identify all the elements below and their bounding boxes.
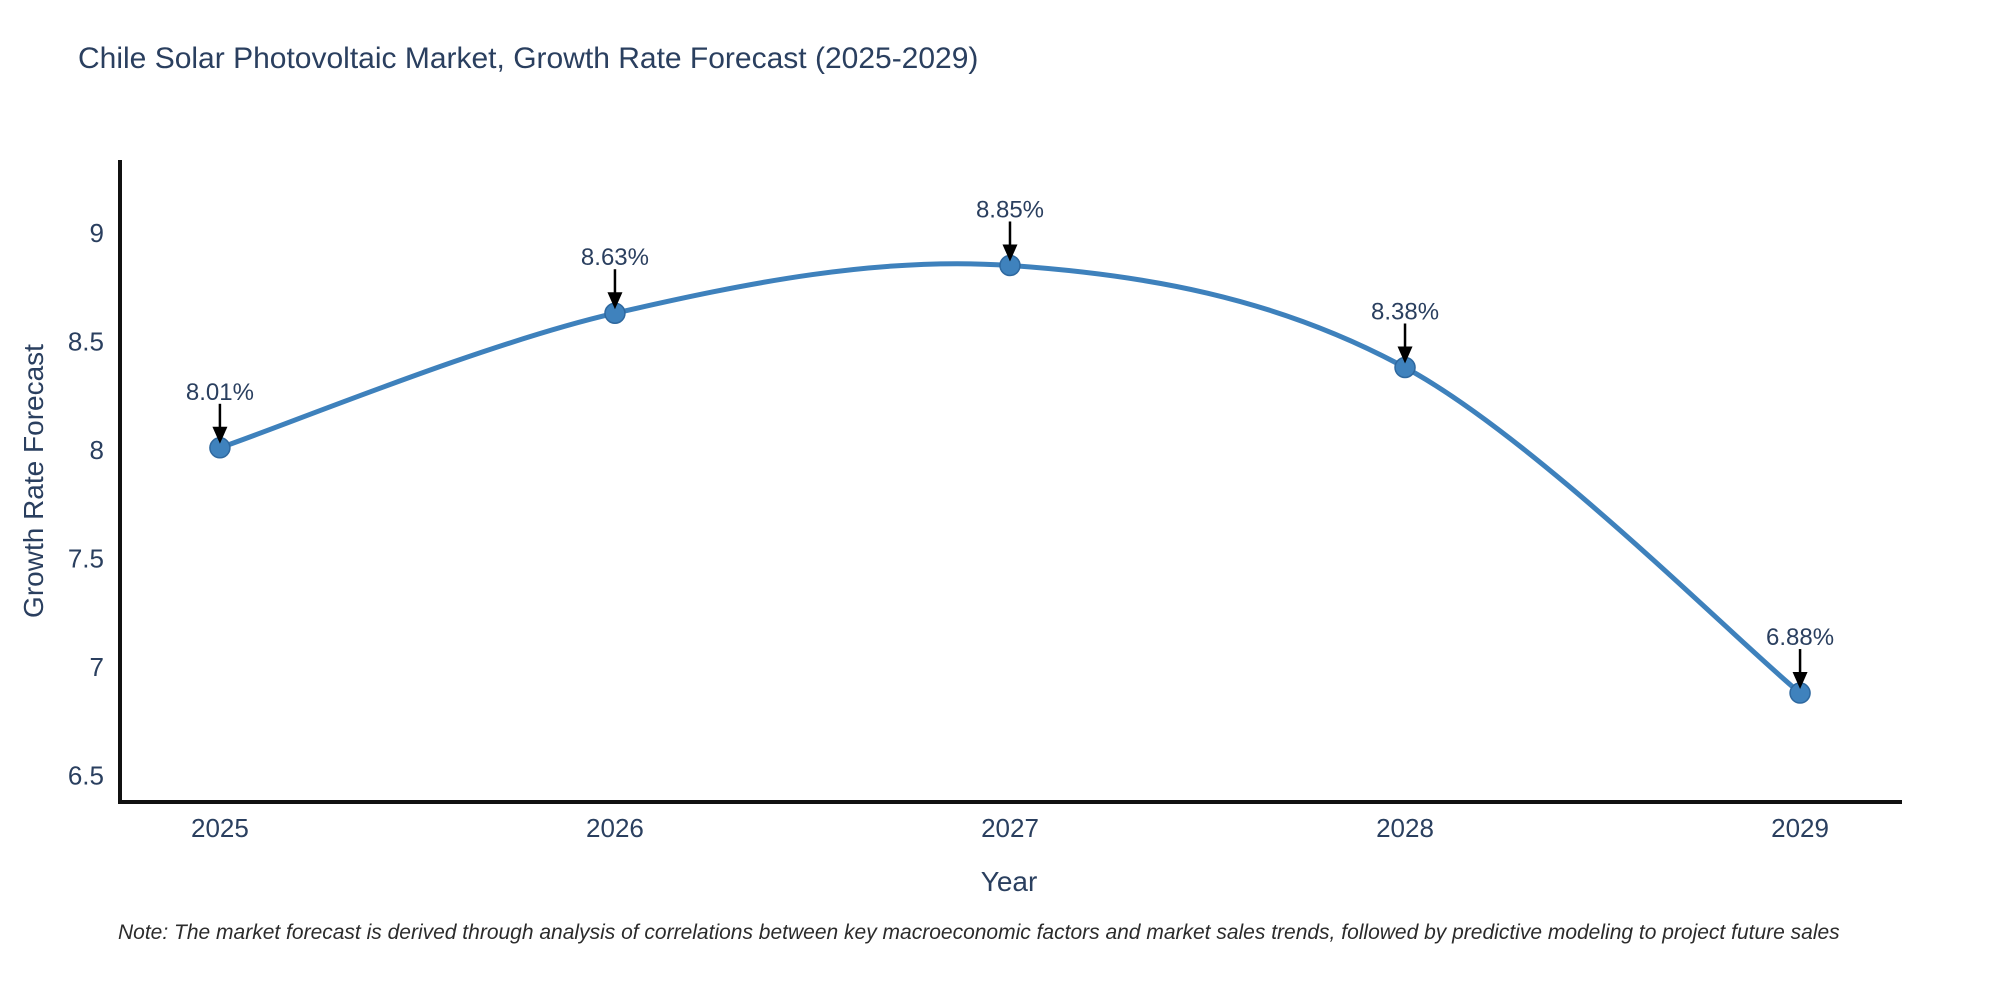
annotation-2025: 8.01% (186, 379, 254, 444)
forecast-line (217, 261, 1803, 696)
x-tick-2028: 2028 (1376, 813, 1434, 843)
x-tick-2026: 2026 (586, 813, 644, 843)
annotation-arrowhead (1397, 346, 1413, 364)
x-tick-2027: 2027 (981, 813, 1039, 843)
annotation-label: 8.01% (186, 379, 254, 406)
y-axis-title: Growth Rate Forecast (18, 344, 49, 618)
x-tick-2025: 2025 (191, 813, 249, 843)
y-tick-7.5: 7.5 (68, 543, 104, 573)
chart-title: Chile Solar Photovoltaic Market, Growth … (78, 42, 979, 75)
x-axis-title: Year (980, 866, 1038, 897)
x-tick-2029: 2029 (1771, 813, 1829, 843)
y-tick-6.5: 6.5 (68, 761, 104, 791)
annotation-label: 8.38% (1371, 298, 1439, 325)
y-tick-8.5: 8.5 (68, 326, 104, 356)
annotation-arrowhead (1792, 672, 1808, 690)
annotation-label: 8.85% (976, 196, 1044, 223)
footnote: Note: The market forecast is derived thr… (118, 921, 1840, 944)
annotation-arrowhead (607, 292, 623, 310)
annotation-2029: 6.88% (1766, 624, 1834, 690)
y-tick-7: 7 (90, 652, 104, 682)
y-tick-9: 9 (90, 218, 104, 248)
annotation-label: 6.88% (1766, 624, 1834, 651)
annotation-2028: 8.38% (1371, 298, 1439, 364)
annotation-2027: 8.85% (976, 196, 1044, 262)
annotation-label: 8.63% (581, 244, 649, 271)
annotation-arrowhead (1002, 244, 1018, 262)
annotation-2026: 8.63% (581, 244, 649, 310)
annotation-arrowhead (212, 426, 228, 444)
y-tick-8: 8 (90, 435, 104, 465)
